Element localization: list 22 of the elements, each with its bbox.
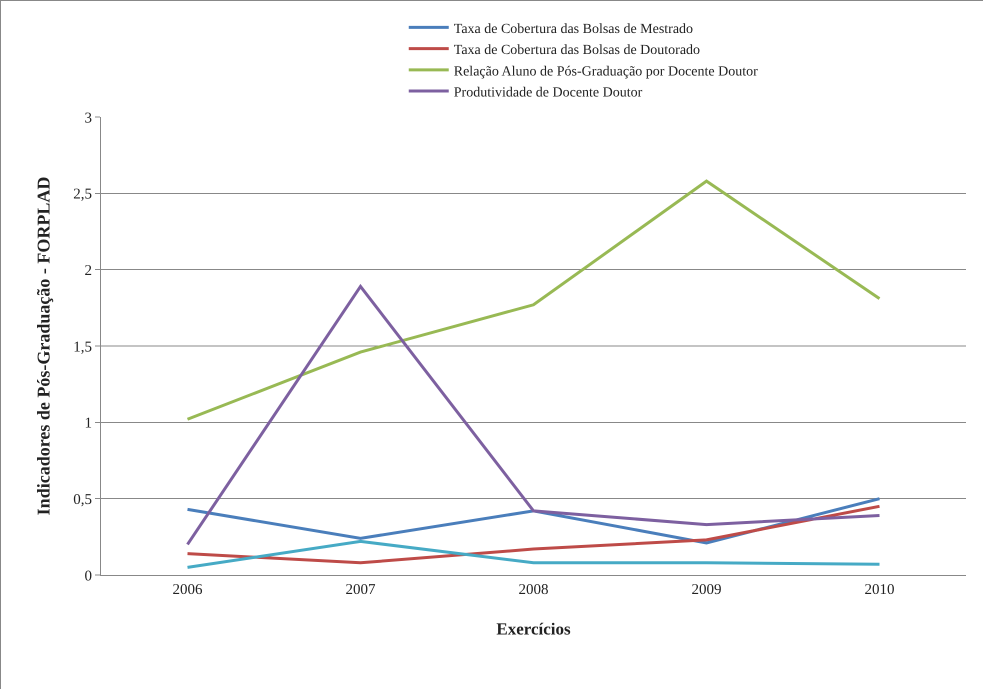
legend-label: Taxa de Cobertura das Bolsas de Doutorado xyxy=(454,43,700,58)
x-tick-label: 2010 xyxy=(864,582,894,598)
x-tick-label: 2006 xyxy=(172,582,203,598)
y-tick-label: 0 xyxy=(84,568,92,584)
legend-label: Produtividade de Docente Doutor xyxy=(454,85,643,100)
y-tick-label: 1 xyxy=(84,416,92,432)
legend-label: Taxa de Cobertura das Bolsas de Mestrado xyxy=(454,22,694,37)
line-series xyxy=(186,284,881,546)
x-tick-label: 2009 xyxy=(692,582,722,598)
y-axis-title: Indicadores de Pós-Graduação - FORPLAD xyxy=(33,176,54,516)
y-tick-label: 2,5 xyxy=(73,186,92,203)
line-series xyxy=(186,540,881,569)
y-tick-label: 3 xyxy=(84,110,92,126)
x-tick-label: 2007 xyxy=(346,582,376,598)
x-axis-title: Exercícios xyxy=(496,619,572,638)
line-series xyxy=(186,180,881,421)
legend-label: Relação Aluno de Pós-Graduação por Docente Doutor xyxy=(454,64,758,80)
y-tick-label: 1,5 xyxy=(73,339,92,356)
line-series xyxy=(186,504,881,564)
y-tick-label: 0,5 xyxy=(73,492,92,508)
y-tick-label: 2 xyxy=(84,262,92,279)
x-tick-label: 2008 xyxy=(518,582,548,598)
